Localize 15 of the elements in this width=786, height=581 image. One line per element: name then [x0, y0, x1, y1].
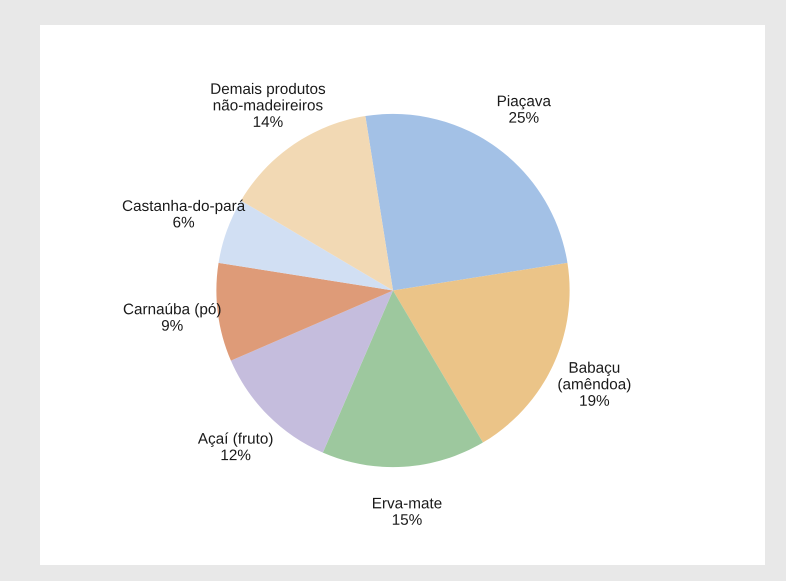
data-label: 19% [580, 395, 610, 406]
slice-label: Açaí (fruto) [198, 432, 272, 447]
slice-label: Demais produtos não-madeireiros [211, 82, 326, 111]
slice-label: Piaçava [498, 95, 551, 110]
slice-label: Babaçu (amêndoa) [558, 362, 630, 392]
data-label: 9% [162, 320, 183, 331]
slice-label: Castanha-do-pará [122, 200, 246, 214]
pie-slice [322, 290, 483, 468]
data-label: 25% [509, 112, 539, 123]
data-label: 15% [392, 514, 422, 525]
slice-label: Erva-mate [372, 498, 442, 508]
pie-slice [365, 114, 568, 290]
data-label: 12% [222, 449, 250, 460]
data-label: 14% [254, 116, 283, 127]
data-label: 6% [173, 216, 194, 228]
